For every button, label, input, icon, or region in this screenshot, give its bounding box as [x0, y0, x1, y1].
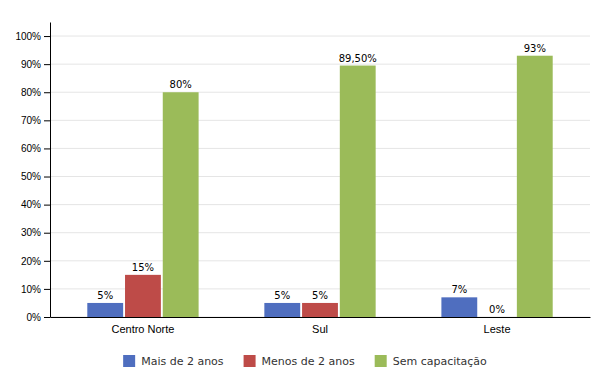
- data-labels: 5% 5% 7% 15% 5% 0% 80% 89,50% 93%: [97, 43, 546, 315]
- y-tick-label: 10%: [21, 284, 41, 295]
- x-tick: Sul: [312, 323, 328, 335]
- bar: [163, 92, 199, 317]
- grid-line: [50, 92, 590, 93]
- y-tick: 20%: [21, 256, 50, 267]
- grid-line: [50, 204, 590, 205]
- y-tick-label: 0%: [27, 312, 42, 323]
- y-tick-mark: [44, 261, 50, 262]
- bar: [264, 303, 300, 317]
- legend-swatch: [123, 355, 135, 367]
- y-tick: 60%: [21, 143, 50, 154]
- y-tick-mark: [44, 317, 50, 318]
- y-tick-label: 90%: [21, 59, 41, 70]
- bar: [302, 303, 338, 317]
- bar: [441, 297, 477, 317]
- x-tick-label: Sul: [312, 323, 328, 335]
- grid-line: [50, 176, 590, 177]
- y-tick: 10%: [21, 284, 50, 295]
- y-tick-mark: [44, 64, 50, 65]
- data-label: 15%: [132, 262, 154, 273]
- y-tick-mark: [44, 289, 50, 290]
- legend: Mais de 2 anos Menos de 2 anos Sem capacit…: [123, 355, 487, 368]
- grid-line: [50, 36, 590, 37]
- legend-label: Sem capacitação: [393, 355, 487, 368]
- grid-line: [50, 64, 590, 65]
- y-tick: 50%: [21, 171, 50, 182]
- x-axis-line: [51, 317, 591, 318]
- y-tick-mark: [44, 233, 50, 234]
- y-tick: 100%: [15, 31, 50, 42]
- bar: [125, 275, 161, 317]
- x-tick: Centro Norte: [111, 323, 174, 335]
- legend-label: Mais de 2 anos: [141, 355, 224, 368]
- y-tick-mark: [44, 205, 50, 206]
- data-label: 5%: [312, 290, 328, 301]
- bar: [340, 66, 376, 317]
- y-tick-mark: [44, 92, 50, 93]
- y-tick-label: 40%: [21, 199, 41, 210]
- bar-series: [125, 275, 338, 317]
- y-tick: 40%: [21, 199, 50, 210]
- legend-label: Menos de 2 anos: [262, 355, 355, 368]
- x-tick-label: Centro Norte: [111, 323, 174, 335]
- y-tick-label: 50%: [21, 171, 41, 182]
- x-axis: Centro Norte Sul Leste: [51, 318, 591, 335]
- data-label: 93%: [524, 43, 546, 54]
- plot: 5% 5% 7% 15% 5% 0% 80% 89,50% 93% 0% 10% 20% 30% 40% 5…: [15, 23, 590, 335]
- y-tick: 80%: [21, 87, 50, 98]
- bar: [87, 303, 123, 317]
- data-label: 80%: [170, 79, 192, 90]
- chart: 5% 5% 7% 15% 5% 0% 80% 89,50% 93% 0% 10% 20% 30% 40% 5…: [0, 0, 610, 381]
- legend-swatch: [375, 355, 387, 367]
- legend-item: Sem capacitação: [375, 355, 487, 368]
- grid: [50, 36, 590, 317]
- y-tick-mark: [44, 36, 50, 37]
- grid-line: [50, 148, 590, 149]
- data-label: 89,50%: [339, 53, 377, 64]
- y-tick-label: 80%: [21, 87, 41, 98]
- y-tick-label: 60%: [21, 143, 41, 154]
- legend-swatch: [244, 355, 256, 367]
- y-tick-label: 70%: [21, 115, 41, 126]
- y-tick-label: 20%: [21, 256, 41, 267]
- y-tick: 30%: [21, 227, 50, 238]
- bar: [479, 317, 515, 318]
- y-tick-mark: [44, 177, 50, 178]
- y-axis-line: [50, 23, 51, 318]
- bar-series: [163, 56, 553, 317]
- y-tick: 90%: [21, 59, 50, 70]
- data-label: 7%: [451, 284, 467, 295]
- y-tick-label: 100%: [15, 31, 41, 42]
- y-tick-label: 30%: [21, 227, 41, 238]
- y-tick: 0%: [27, 312, 50, 323]
- bars: [87, 56, 552, 317]
- legend-item: Mais de 2 anos: [123, 355, 224, 368]
- y-tick-mark: [44, 120, 50, 121]
- y-tick-mark: [44, 148, 50, 149]
- data-label: 5%: [97, 290, 113, 301]
- y-axis: 0% 10% 20% 30% 40% 50% 60% 70% 80% 90% 100%: [15, 23, 50, 323]
- x-tick-label: Leste: [484, 323, 511, 335]
- grid-line: [50, 232, 590, 233]
- legend-item: Menos de 2 anos: [244, 355, 355, 368]
- data-label: 5%: [274, 290, 290, 301]
- grid-line: [50, 120, 590, 121]
- y-tick: 70%: [21, 115, 50, 126]
- data-label: 0%: [489, 304, 505, 315]
- x-tick: Leste: [484, 323, 511, 335]
- bar: [517, 56, 553, 317]
